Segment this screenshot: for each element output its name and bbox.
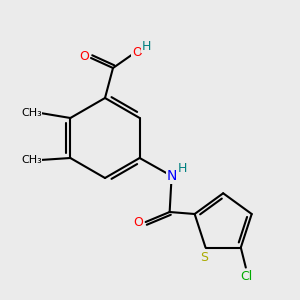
Text: CH₃: CH₃: [21, 155, 42, 165]
Text: O: O: [134, 215, 144, 229]
Text: S: S: [200, 251, 208, 264]
Text: O: O: [79, 50, 89, 64]
Text: O: O: [132, 46, 142, 59]
Text: H: H: [141, 40, 151, 52]
Text: N: N: [167, 169, 177, 183]
Text: Cl: Cl: [241, 270, 253, 283]
Text: CH₃: CH₃: [21, 108, 42, 118]
Text: H: H: [178, 161, 187, 175]
